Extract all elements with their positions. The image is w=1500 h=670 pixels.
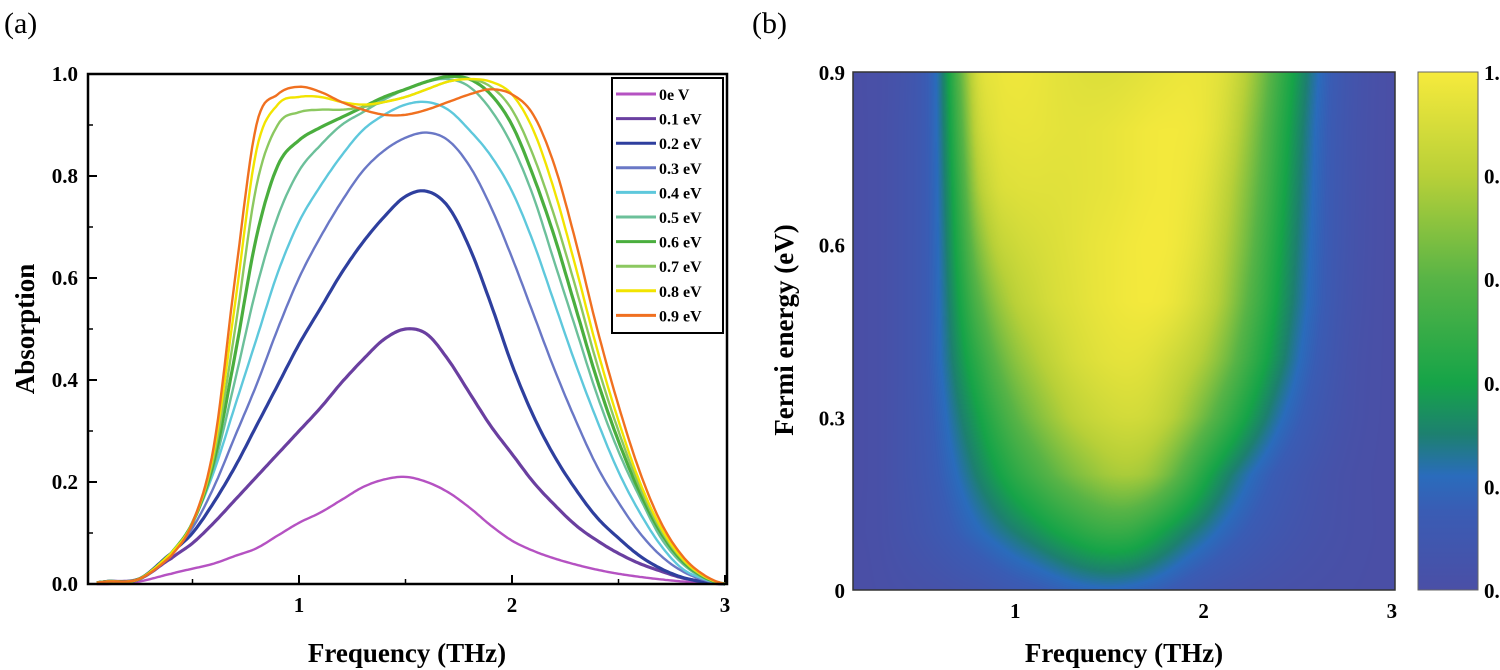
legend-label: 0.4 eV bbox=[659, 185, 702, 202]
x-axis-title-b: Frequency (THz) bbox=[1025, 638, 1223, 668]
y-tick-label: 0.8 bbox=[52, 164, 78, 188]
axis-ticks-b: 0 0.3 0.6 0.9 1 2 3 bbox=[819, 61, 1397, 623]
heatmap-absorption bbox=[853, 72, 1395, 590]
axis-ticks-a: 0.0 0.2 0.4 0.6 0.8 1.0 1 2 3 bbox=[52, 62, 731, 617]
x-tick-label: 1 bbox=[1010, 599, 1021, 623]
colorbar-tick-label: 0.0 bbox=[1484, 579, 1500, 603]
y-tick-label: 0.2 bbox=[52, 470, 78, 494]
x-tick-label: 3 bbox=[720, 593, 731, 617]
legend-label: 0.1 eV bbox=[659, 112, 702, 129]
series-line-0-3eV bbox=[96, 131, 726, 586]
x-tick-label: 3 bbox=[1387, 599, 1398, 623]
colorbar-tick-label: 0.8 bbox=[1484, 165, 1500, 189]
colorbar-tick-label: 1.0 bbox=[1484, 61, 1500, 85]
series-line-0-2eV bbox=[96, 189, 726, 586]
x-tick-label: 2 bbox=[1198, 599, 1209, 623]
plot-frame-a bbox=[86, 72, 729, 586]
legend-label: 0.6 eV bbox=[659, 235, 702, 252]
y-axis-title-b: Fermi energy (eV) bbox=[769, 224, 799, 435]
colorbar-tick-label: 0.2 bbox=[1484, 475, 1500, 499]
y-tick-label: 1.0 bbox=[52, 62, 78, 86]
panel-label-a: (a) bbox=[4, 7, 37, 40]
series-line-0eV bbox=[96, 475, 726, 586]
legend-label: 0.5 eV bbox=[659, 210, 702, 227]
legend-label: 0.2 eV bbox=[659, 136, 702, 153]
y-tick-label: 0 bbox=[835, 579, 846, 603]
colorbar bbox=[1417, 71, 1479, 591]
y-tick-label: 0.3 bbox=[819, 406, 845, 430]
series-lines-a bbox=[96, 74, 726, 586]
y-tick-label: 0.9 bbox=[819, 61, 845, 85]
y-axis-title-a: Absorption bbox=[10, 264, 40, 395]
colorbar-tick-label: 0.4 bbox=[1484, 372, 1500, 396]
x-tick-label: 1 bbox=[294, 593, 305, 617]
y-tick-label: 0.0 bbox=[52, 572, 78, 596]
y-tick-label: 0.4 bbox=[52, 368, 79, 392]
legend-label: 0.7 eV bbox=[659, 259, 702, 276]
legend-label: 0.8 eV bbox=[659, 284, 702, 301]
plot-frame-b bbox=[852, 71, 1396, 591]
legend-label: 0.9 eV bbox=[659, 308, 702, 325]
y-tick-label: 0.6 bbox=[819, 234, 845, 258]
y-tick-label: 0.6 bbox=[52, 266, 78, 290]
legend: 0e V 0.1 eV 0.2 eV 0.3 eV 0.4 eV 0.5 eV 0.6 eV… bbox=[611, 77, 724, 334]
colorbar-tick-label: 0.6 bbox=[1484, 268, 1500, 292]
colorbar-ticks: 0.0 0.2 0.4 0.6 0.8 1.0 bbox=[1484, 61, 1500, 603]
legend-label: 0.3 eV bbox=[659, 161, 702, 178]
panel-label-b: (b) bbox=[752, 7, 787, 40]
legend-label: 0e V bbox=[659, 87, 690, 104]
x-tick-label: 2 bbox=[507, 593, 518, 617]
x-axis-title-a: Frequency (THz) bbox=[308, 638, 506, 668]
series-line-0-9eV bbox=[96, 85, 726, 586]
series-line-0-1eV bbox=[96, 327, 726, 586]
